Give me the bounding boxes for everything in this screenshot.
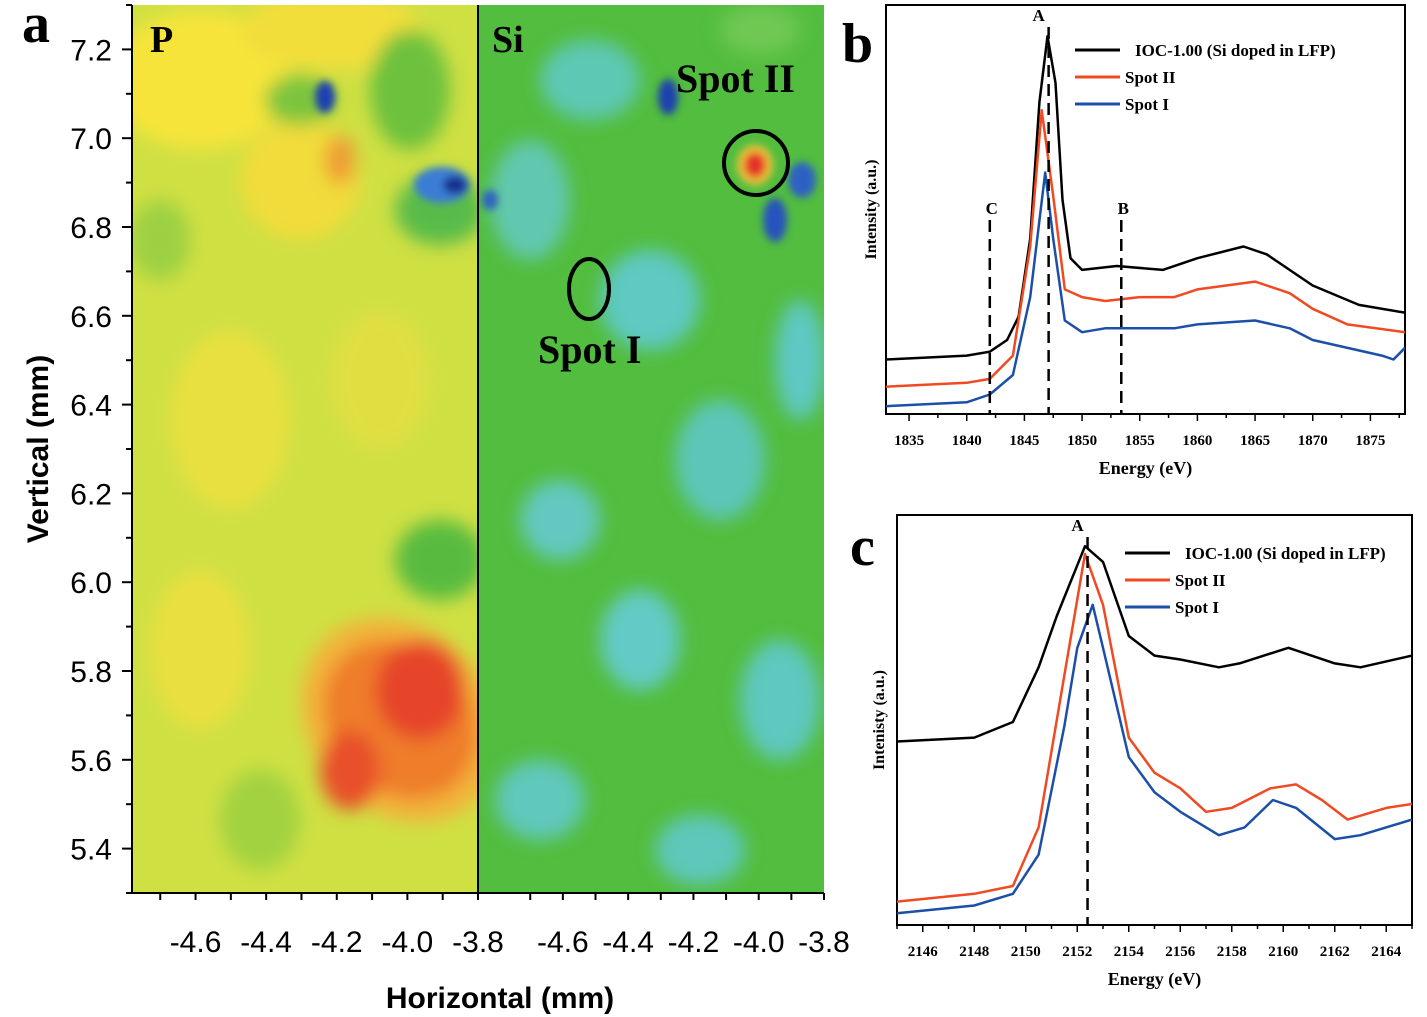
x-tick-label: 2162 <box>1320 944 1350 960</box>
legend-label: Spot II <box>1125 68 1176 87</box>
marker-label-a: A <box>1032 6 1045 25</box>
x-tick-label: -3.8 <box>452 926 504 959</box>
y-tick-label: 6.2 <box>70 478 112 511</box>
legend-label: Spot II <box>1175 571 1226 590</box>
x-tick-label: -4.2 <box>668 926 720 959</box>
x-tick-label: 1855 <box>1125 433 1155 449</box>
legend-label: Spot I <box>1125 95 1169 114</box>
legend-label: Spot I <box>1175 598 1219 617</box>
plot-frame <box>896 514 1413 926</box>
x-tick-label: -4.0 <box>733 926 785 959</box>
x-tick-label: 1845 <box>1009 433 1039 449</box>
series-group <box>897 544 1412 915</box>
x-axis-title: Energy (eV) <box>1108 969 1201 990</box>
x-tick-label: 2156 <box>1165 944 1196 960</box>
series-line-spot-ii <box>886 108 1405 388</box>
marker-label-b: B <box>1118 199 1129 218</box>
x-tick-label: 2154 <box>1114 944 1145 960</box>
marker-label-c: C <box>986 199 998 218</box>
x-tick-label: 2164 <box>1371 944 1402 960</box>
legend-label: IOC-1.00 (Si doped in LFP) <box>1135 41 1336 60</box>
x-tick-label: -3.8 <box>798 926 850 959</box>
x-tick-label: 1870 <box>1298 433 1328 449</box>
x-tick-label: 1835 <box>894 433 924 449</box>
x-tick-label: 2158 <box>1217 944 1247 960</box>
legend-label: IOC-1.00 (Si doped in LFP) <box>1185 544 1386 563</box>
panel-label-a: a <box>22 0 50 55</box>
y-tick-label: 6.0 <box>70 567 112 600</box>
y-tick-label: 6.4 <box>70 390 112 423</box>
y-tick-label: 7.2 <box>70 34 112 67</box>
x-tick-label: -4.0 <box>382 926 434 959</box>
y-tick-label: 5.6 <box>70 745 112 778</box>
x-tick-label: 2152 <box>1062 944 1092 960</box>
x-tick-label: 2150 <box>1011 944 1041 960</box>
y-tick-label: 5.4 <box>70 834 112 867</box>
x-tick-label: 1840 <box>952 433 982 449</box>
a-ticks: 7.2 7.0 6.8 6.6 6.4 6.2 6.0 5.8 5.6 5.4 -4.6 -4.4 -4… <box>70 4 850 959</box>
series-line-ioc-1-00-si-doped-in-lfp- <box>886 34 1405 361</box>
x-tick-label: -4.4 <box>602 926 654 959</box>
spectrum-chart-c: 2146 2148 2150 2152 2154 2156 2158 2160 2162 2164… <box>871 514 1413 990</box>
panel-label-c: c <box>850 516 875 578</box>
spot-i-circle <box>567 257 611 321</box>
x-tick-label: 1860 <box>1182 433 1212 449</box>
spot-i-label: Spot I <box>538 327 641 372</box>
plot-frame <box>885 4 1406 415</box>
marker-label-a: A <box>1071 516 1084 535</box>
series-line-spot-i <box>886 171 1405 408</box>
heatmap-p <box>132 5 478 893</box>
series-group <box>886 34 1405 408</box>
x-tick-label: -4.4 <box>240 926 292 959</box>
x-axis-title-a: Horizontal (mm) <box>386 982 614 1015</box>
series-line-ioc-1-00-si-doped-in-lfp- <box>897 544 1412 743</box>
x-tick-label: 1875 <box>1355 433 1385 449</box>
map-label-si: Si <box>492 19 524 61</box>
spot-ii-label: Spot II <box>676 56 795 101</box>
y-tick-label: 6.8 <box>70 212 112 245</box>
series-line-spot-ii <box>897 552 1412 903</box>
x-axis-title: Energy (eV) <box>1099 458 1192 479</box>
panel-label-b: b <box>842 13 873 75</box>
x-tick-label: 1850 <box>1067 433 1097 449</box>
heatmap-si <box>478 5 824 893</box>
y-tick-label: 5.8 <box>70 656 112 689</box>
y-axis-title-a: Vertical (mm) <box>22 355 55 543</box>
x-tick-label: -4.6 <box>170 926 222 959</box>
y-axis-title: Intensity (a.u.) <box>863 159 880 259</box>
spectrum-chart-b: 1835 1840 1845 1850 1855 1860 1865 1870 1875 Ener… <box>863 4 1406 479</box>
x-tick-label: 1865 <box>1240 433 1270 449</box>
map-label-p: P <box>150 19 173 61</box>
x-tick-label: -4.6 <box>537 926 589 959</box>
x-tick-label: 2146 <box>908 944 939 960</box>
spot-ii-circle <box>722 129 790 197</box>
series-line-spot-i <box>897 603 1412 915</box>
y-axis-title: Intenisty (a.u.) <box>871 670 888 770</box>
x-tick-label: 2148 <box>959 944 989 960</box>
y-tick-label: 6.6 <box>70 301 112 334</box>
x-tick-label: -4.2 <box>311 926 363 959</box>
x-tick-label: 2160 <box>1268 944 1298 960</box>
y-tick-label: 7.0 <box>70 123 112 156</box>
